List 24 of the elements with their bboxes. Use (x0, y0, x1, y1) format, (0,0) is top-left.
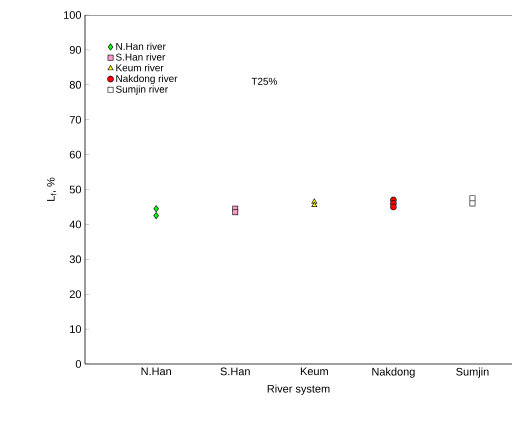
x-tick-label: N.Han (142, 368, 171, 376)
x-tick-label: S.Han (220, 368, 250, 376)
x-tick-label: Nakdong (372, 368, 415, 378)
legend-label: Sumjin river (116, 85, 168, 95)
y-tick-label: 40 (70, 220, 82, 228)
legend-label: Nakdong river (116, 74, 178, 84)
y-tick-label: 90 (70, 46, 82, 54)
x-axis-title: River system (268, 384, 330, 395)
legend-label: Keum river (116, 64, 164, 72)
y-tick-label: 30 (70, 255, 82, 264)
y-tick-label: 60 (70, 150, 82, 158)
y-tick-label: 10 (70, 325, 82, 333)
y-tick-label: 70 (70, 116, 82, 124)
legend-label: S.Han river (116, 53, 166, 61)
y-tick-label: 50 (70, 186, 82, 194)
y-tick-label: 0 (76, 360, 82, 368)
legend-label: N.Han river (116, 42, 166, 50)
y-tick-label: 20 (70, 290, 82, 298)
x-tick-label: Keum (300, 368, 328, 376)
y-axis-title: L$_{f}$, % (46, 178, 56, 201)
y-tick-label: 100 (64, 11, 82, 19)
y-tick-label: 80 (70, 80, 82, 89)
x-tick-label: Sumjin (456, 368, 488, 378)
annotation: T25% (252, 78, 278, 85)
